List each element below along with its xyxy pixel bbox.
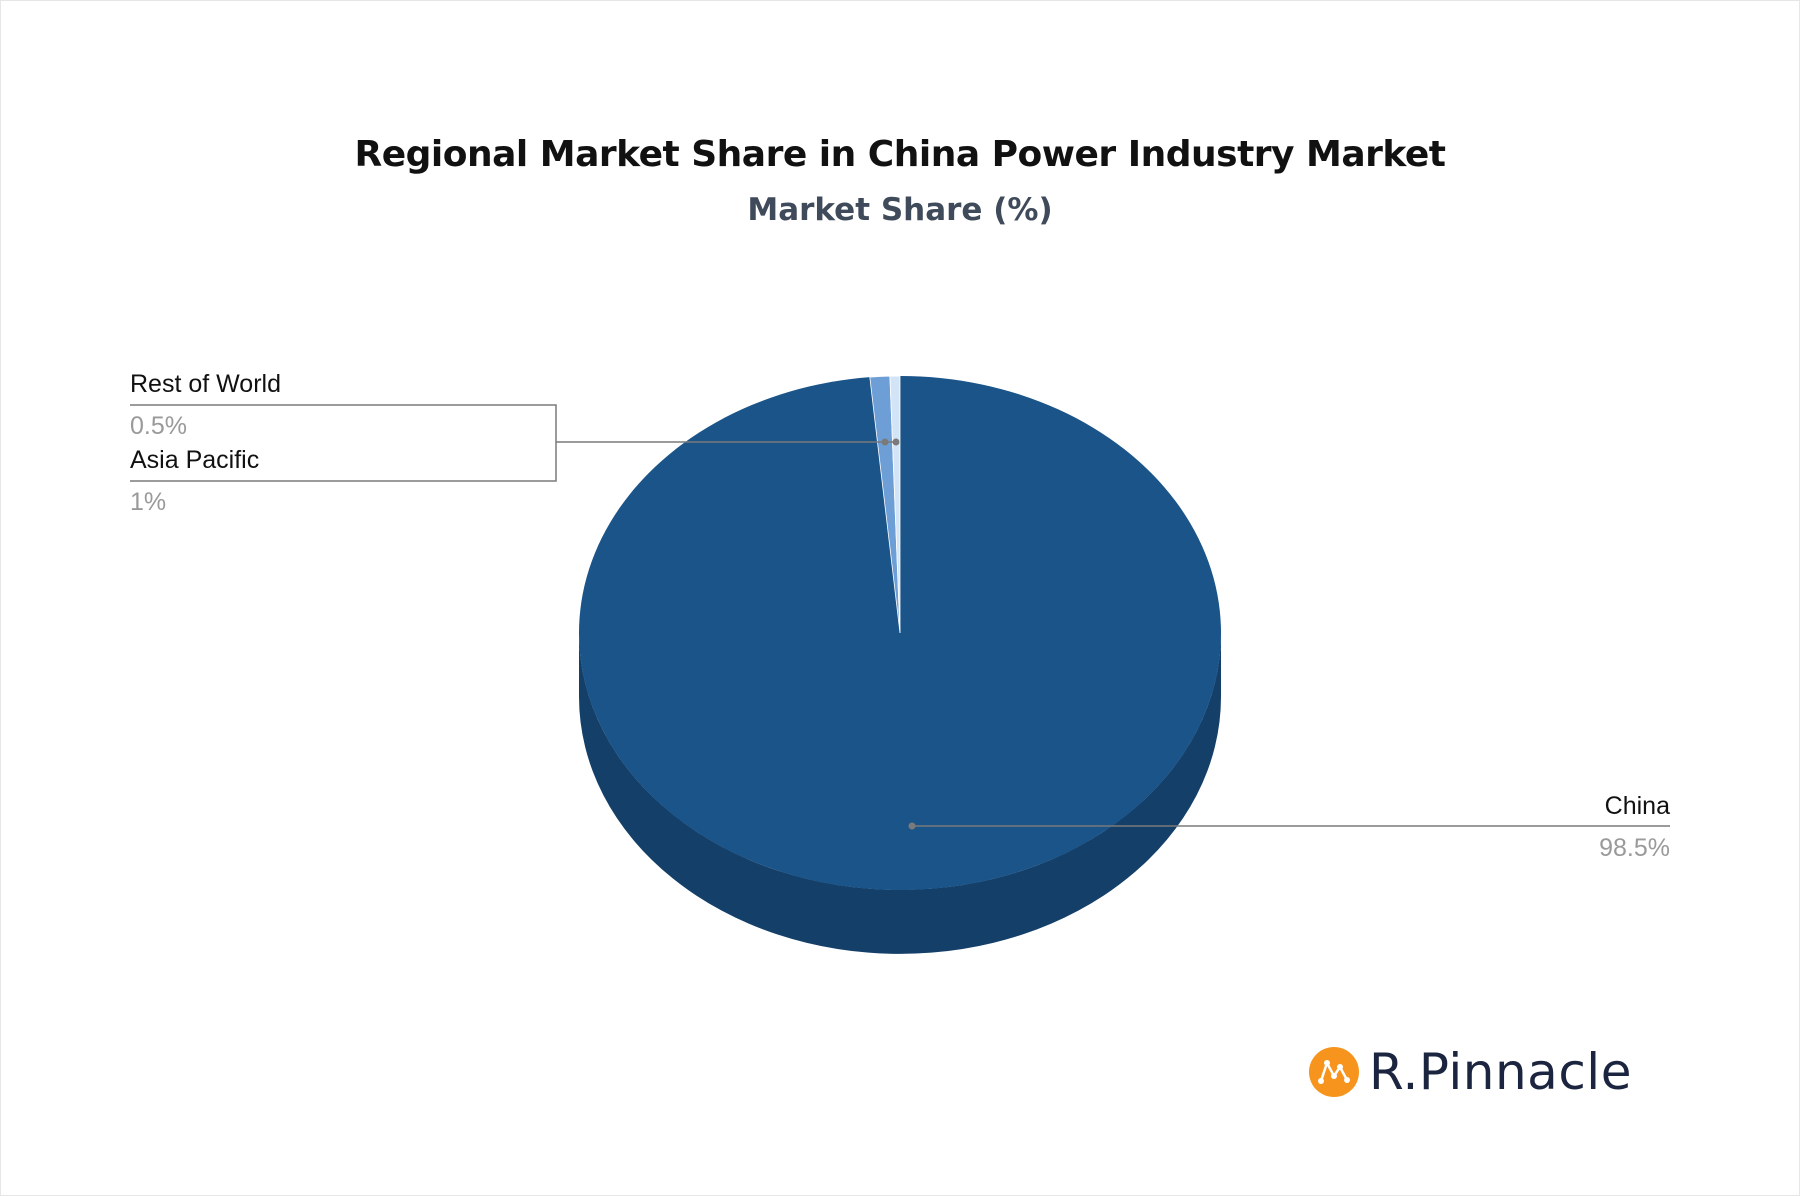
chart-subtitle: Market Share (%) (747, 192, 1053, 228)
label-rest-of-world: Rest of World (130, 370, 281, 398)
pie-side-china (579, 633, 1221, 954)
leader-dot-asia-pacific (881, 438, 889, 446)
brand-name: R.Pinnacle (1369, 1043, 1632, 1101)
value-asia-pacific: 1% (130, 488, 166, 516)
brand-logo: R.Pinnacle (1309, 1043, 1632, 1101)
chart-title: Regional Market Share in China Power Ind… (354, 134, 1446, 175)
label-asia-pacific: Asia Pacific (130, 446, 259, 474)
value-china: 98.5% (1599, 834, 1670, 862)
leader-dot-china (908, 822, 916, 830)
leader-bracket (130, 404, 557, 482)
pinnacle-logo-icon (1309, 1047, 1359, 1097)
leader-dot-rest-of-world (892, 438, 900, 446)
value-rest-of-world: 0.5% (130, 412, 187, 440)
label-china: China (1605, 792, 1670, 820)
